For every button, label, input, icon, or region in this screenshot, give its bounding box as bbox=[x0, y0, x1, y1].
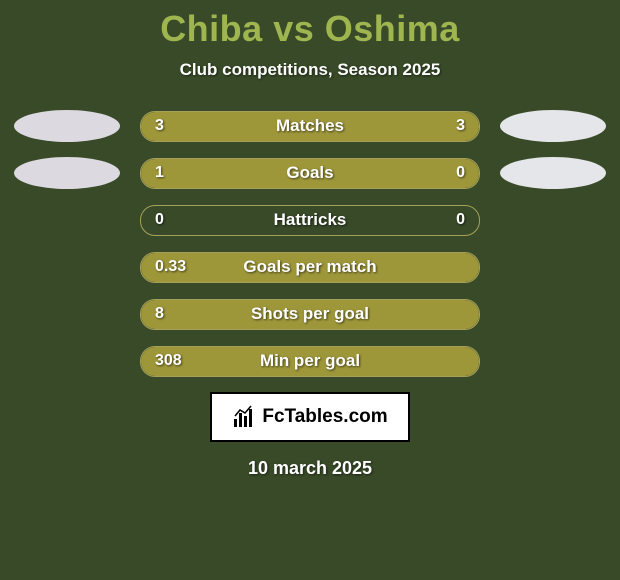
stat-label: Matches bbox=[276, 116, 344, 136]
stat-value-left: 0 bbox=[155, 211, 164, 229]
stat-bar: 0.33 Goals per match bbox=[140, 252, 480, 283]
stat-label: Hattricks bbox=[274, 210, 347, 230]
stat-label: Shots per goal bbox=[251, 304, 369, 324]
disc-placeholder bbox=[500, 251, 606, 283]
stat-label: Goals bbox=[286, 163, 333, 183]
stat-value-right: 0 bbox=[456, 164, 465, 182]
stat-value-right: 0 bbox=[456, 211, 465, 229]
disc-placeholder bbox=[14, 298, 120, 330]
date-text: 10 march 2025 bbox=[0, 458, 620, 479]
stat-row: 3 3 Matches bbox=[0, 110, 620, 142]
stat-value-left: 1 bbox=[155, 164, 164, 182]
player-disc-right bbox=[500, 110, 606, 142]
disc-placeholder bbox=[500, 298, 606, 330]
stat-value-left: 3 bbox=[155, 117, 164, 135]
player-disc-right bbox=[500, 157, 606, 189]
stat-value-left: 8 bbox=[155, 305, 164, 323]
player-disc-left bbox=[14, 110, 120, 142]
stat-label: Min per goal bbox=[260, 351, 360, 371]
stat-row: 0.33 Goals per match bbox=[0, 251, 620, 283]
disc-placeholder bbox=[14, 251, 120, 283]
bar-fill-right bbox=[401, 159, 479, 188]
bar-fill-left bbox=[141, 159, 401, 188]
stat-value-left: 308 bbox=[155, 352, 182, 370]
stat-label: Goals per match bbox=[243, 257, 376, 277]
stat-row: 1 0 Goals bbox=[0, 157, 620, 189]
page-title: Chiba vs Oshima bbox=[0, 0, 620, 50]
stat-bar: 0 0 Hattricks bbox=[140, 205, 480, 236]
disc-placeholder bbox=[14, 345, 120, 377]
stat-row: 8 Shots per goal bbox=[0, 298, 620, 330]
disc-placeholder bbox=[500, 204, 606, 236]
stat-bar: 1 0 Goals bbox=[140, 158, 480, 189]
stat-bar: 8 Shots per goal bbox=[140, 299, 480, 330]
stats-container: 3 3 Matches 1 0 Goals 0 0 Hattricks 0.33 Goals per… bbox=[0, 110, 620, 377]
disc-placeholder bbox=[500, 345, 606, 377]
stat-value-right: 3 bbox=[456, 117, 465, 135]
stat-value-left: 0.33 bbox=[155, 258, 186, 276]
logo-text: FcTables.com bbox=[262, 406, 387, 428]
player-disc-left bbox=[14, 157, 120, 189]
disc-placeholder bbox=[14, 204, 120, 236]
chart-icon bbox=[232, 405, 256, 429]
stat-row: 0 0 Hattricks bbox=[0, 204, 620, 236]
stat-bar: 308 Min per goal bbox=[140, 346, 480, 377]
stat-bar: 3 3 Matches bbox=[140, 111, 480, 142]
stat-row: 308 Min per goal bbox=[0, 345, 620, 377]
logo-box: FcTables.com bbox=[210, 392, 410, 442]
subtitle: Club competitions, Season 2025 bbox=[0, 60, 620, 80]
